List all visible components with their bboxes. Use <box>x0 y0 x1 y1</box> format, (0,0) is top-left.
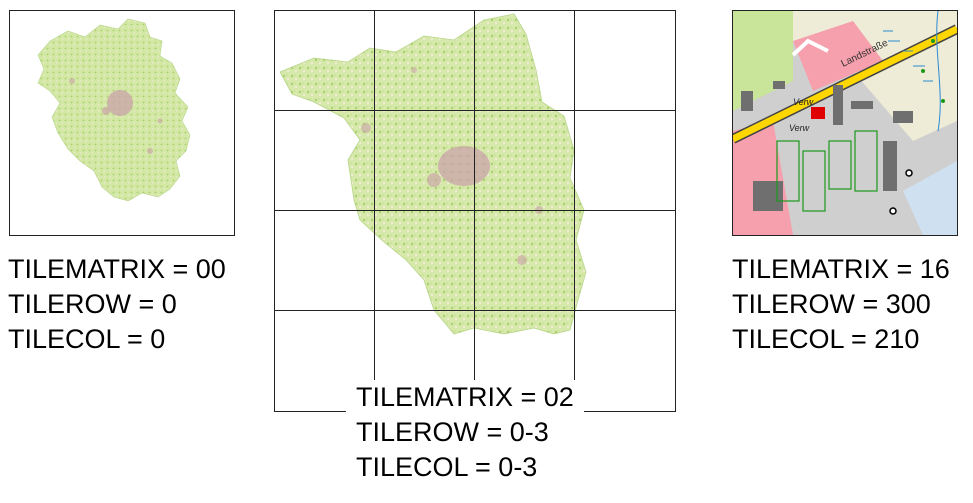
tilecol-value: TILECOL = 0-3 <box>356 452 538 482</box>
street-level-map: Landstraße Verw Verw <box>733 11 957 235</box>
tile-zoom-00 <box>9 10 235 236</box>
tile-r1-c3 <box>574 110 676 211</box>
tile-r0-c1 <box>374 10 475 111</box>
building-label-verw-2: Verw <box>789 123 810 133</box>
label-zoom-02: TILEMATRIX = 02 TILEROW = 0-3 TILECOL = … <box>346 380 584 485</box>
tile-r0-c2 <box>474 10 575 111</box>
berlin-urban-area <box>438 146 490 186</box>
tile-r0-c3 <box>574 10 676 111</box>
tilematrix-value: TILEMATRIX = 02 <box>356 382 574 412</box>
tilematrix-value: TILEMATRIX = 16 <box>732 254 950 284</box>
tilerow-value: TILEROW = 300 <box>732 289 931 319</box>
tilecol-value: TILECOL = 210 <box>732 324 920 354</box>
tile-r1-c1 <box>374 110 475 211</box>
brandenburg-map-overview <box>37 18 191 202</box>
tilematrix-value: TILEMATRIX = 00 <box>8 254 226 284</box>
brandenburg-map-zoomed <box>279 13 587 335</box>
tile-r3-c3 <box>574 310 676 412</box>
tilecol-value: TILECOL = 0 <box>8 324 166 354</box>
tile-r2-c2 <box>474 210 575 311</box>
tile-grid-zoom-02 <box>274 10 676 412</box>
tile-r0-c0 <box>274 10 375 111</box>
berlin-urban-area <box>107 90 133 116</box>
tile-r1-c0 <box>274 110 375 211</box>
building-label-verw-1: Verw <box>793 97 814 107</box>
label-zoom-16: TILEMATRIX = 16 TILEROW = 300 TILECOL = … <box>732 252 950 357</box>
tile-r2-c1 <box>374 210 475 311</box>
tile-zoom-16: Landstraße Verw Verw <box>732 10 958 236</box>
tilerow-value: TILEROW = 0-3 <box>356 417 549 447</box>
tile-r2-c0 <box>274 210 375 311</box>
tilerow-value: TILEROW = 0 <box>8 289 177 319</box>
tile-r1-c2 <box>474 110 575 211</box>
tile-r2-c3 <box>574 210 676 311</box>
label-zoom-00: TILEMATRIX = 00 TILEROW = 0 TILECOL = 0 <box>8 252 226 357</box>
